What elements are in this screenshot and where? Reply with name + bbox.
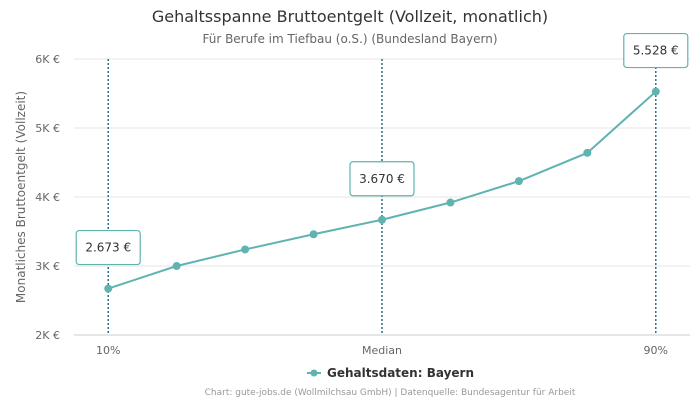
y-axis-ticks: 2K € 3K € 4K € 5K € 6K € (35, 53, 60, 342)
y-axis-label: Monatliches Bruttoentgelt (Vollzeit) (14, 91, 28, 303)
callout-label: 5.528 € (633, 44, 679, 58)
x-axis-ticks: 10% Median 90% (96, 344, 668, 357)
y-tick-label: 2K € (35, 329, 60, 342)
callout-label: 2.673 € (85, 241, 131, 255)
y-tick-label: 4K € (35, 191, 60, 204)
x-tick-label: Median (362, 344, 402, 357)
data-point (241, 245, 250, 254)
data-point (651, 87, 660, 96)
data-point (583, 148, 592, 157)
y-tick-label: 5K € (35, 122, 60, 135)
value-callout: 5.528 € (623, 32, 689, 69)
callout-label: 3.670 € (359, 172, 405, 186)
data-point (378, 215, 386, 224)
data-point (104, 284, 113, 293)
data-point (514, 177, 523, 186)
data-point (309, 230, 318, 239)
value-callout: 3.670 € (349, 161, 415, 197)
y-tick-label: 6K € (35, 53, 60, 66)
x-tick-label: 90% (644, 344, 668, 357)
data-point (446, 198, 455, 207)
value-callouts: 2.673 € 3.670 € 5.528 € (75, 32, 689, 266)
legend[interactable]: Gehaltsdaten: Bayern (307, 366, 474, 380)
legend-series-marker (310, 369, 318, 377)
series-layer (104, 87, 660, 293)
chart-title: Gehaltsspanne Bruttoentgelt (Vollzeit, m… (152, 7, 548, 26)
y-tick-label: 3K € (35, 260, 60, 273)
callout-box (349, 161, 415, 197)
callout-box (623, 32, 689, 69)
callout-box (75, 229, 141, 266)
legend-series-label: Gehaltsdaten: Bayern (327, 366, 474, 380)
x-tick-label: 10% (96, 344, 120, 357)
chart-subtitle: Für Berufe im Tiefbau (o.S.) (Bundesland… (202, 32, 497, 46)
data-point (172, 262, 181, 270)
value-callout: 2.673 € (75, 229, 141, 266)
chart-credits[interactable]: Chart: gute-jobs.de (Wollmilchsau GmbH) … (205, 388, 576, 398)
